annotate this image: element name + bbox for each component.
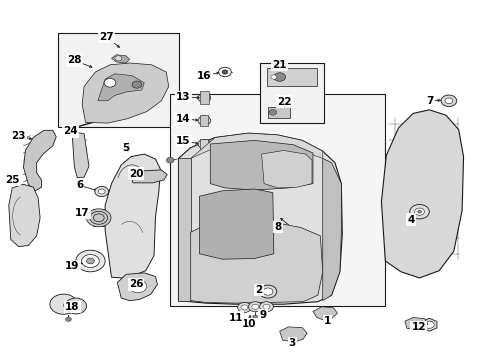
Polygon shape: [279, 327, 306, 342]
Polygon shape: [105, 154, 160, 278]
Text: 24: 24: [63, 126, 78, 136]
Circle shape: [132, 81, 142, 88]
FancyBboxPatch shape: [58, 33, 179, 127]
Polygon shape: [131, 170, 167, 183]
Circle shape: [76, 250, 105, 272]
Circle shape: [198, 139, 210, 149]
Text: 20: 20: [128, 168, 143, 179]
Text: 6: 6: [76, 180, 83, 190]
Circle shape: [222, 70, 227, 74]
Circle shape: [129, 280, 146, 293]
Circle shape: [444, 98, 452, 104]
Text: 27: 27: [99, 32, 114, 42]
Polygon shape: [111, 55, 129, 63]
Circle shape: [268, 109, 276, 115]
Polygon shape: [82, 63, 168, 123]
Text: 28: 28: [67, 55, 81, 66]
Circle shape: [50, 294, 77, 314]
Polygon shape: [312, 307, 337, 320]
Circle shape: [98, 189, 105, 194]
Text: 23: 23: [11, 131, 26, 141]
Text: 12: 12: [410, 322, 425, 332]
Bar: [267, 107, 289, 118]
Text: 4: 4: [406, 215, 414, 225]
Circle shape: [414, 208, 424, 215]
Circle shape: [86, 209, 111, 227]
Circle shape: [241, 305, 247, 310]
Text: 10: 10: [242, 319, 256, 329]
Polygon shape: [404, 318, 427, 329]
Text: 26: 26: [128, 279, 143, 289]
Bar: [266, 68, 317, 86]
Text: 7: 7: [426, 96, 433, 106]
Circle shape: [440, 95, 456, 107]
Circle shape: [65, 317, 71, 321]
Circle shape: [263, 288, 272, 295]
Text: 9: 9: [259, 310, 266, 320]
Text: 14: 14: [176, 114, 190, 124]
Bar: [199, 115, 208, 126]
Circle shape: [259, 285, 276, 298]
Polygon shape: [190, 220, 322, 303]
Text: 19: 19: [65, 261, 80, 271]
Text: 15: 15: [176, 136, 190, 146]
Circle shape: [81, 255, 99, 267]
Circle shape: [273, 73, 285, 81]
Circle shape: [424, 321, 433, 328]
Polygon shape: [421, 318, 436, 331]
Polygon shape: [98, 74, 144, 101]
Text: 25: 25: [5, 175, 20, 185]
Polygon shape: [117, 273, 157, 301]
Polygon shape: [381, 110, 463, 278]
Circle shape: [198, 116, 210, 125]
Circle shape: [417, 210, 421, 213]
Text: 22: 22: [277, 96, 291, 107]
Circle shape: [166, 157, 174, 163]
Circle shape: [248, 302, 262, 312]
Polygon shape: [72, 132, 89, 178]
Polygon shape: [261, 150, 311, 188]
Polygon shape: [9, 184, 40, 247]
Text: 2: 2: [255, 285, 262, 295]
Circle shape: [198, 93, 210, 103]
Polygon shape: [190, 133, 322, 158]
Text: 8: 8: [274, 222, 281, 232]
Text: 3: 3: [288, 338, 295, 348]
Text: 13: 13: [176, 92, 190, 102]
Circle shape: [65, 298, 86, 314]
Circle shape: [95, 186, 108, 197]
Text: 1: 1: [324, 316, 330, 326]
Circle shape: [270, 75, 276, 79]
Text: 11: 11: [228, 312, 243, 323]
Text: 21: 21: [272, 60, 286, 70]
FancyBboxPatch shape: [260, 63, 323, 123]
Text: 5: 5: [122, 143, 129, 153]
Circle shape: [263, 304, 269, 309]
Text: 16: 16: [197, 71, 211, 81]
Bar: [200, 139, 208, 149]
Polygon shape: [23, 130, 56, 191]
Circle shape: [237, 302, 251, 312]
FancyBboxPatch shape: [170, 94, 385, 306]
Text: 17: 17: [75, 208, 89, 218]
Circle shape: [104, 78, 116, 87]
Polygon shape: [322, 158, 341, 301]
Polygon shape: [199, 189, 273, 259]
Circle shape: [409, 204, 428, 219]
Polygon shape: [178, 133, 342, 304]
Circle shape: [251, 304, 258, 309]
Circle shape: [218, 67, 231, 77]
Circle shape: [86, 258, 94, 264]
Circle shape: [252, 315, 257, 319]
Circle shape: [259, 302, 273, 312]
Circle shape: [115, 56, 122, 61]
Polygon shape: [178, 158, 190, 301]
Polygon shape: [210, 140, 312, 190]
Text: 18: 18: [65, 302, 80, 312]
Bar: [199, 91, 209, 104]
Circle shape: [63, 302, 73, 309]
